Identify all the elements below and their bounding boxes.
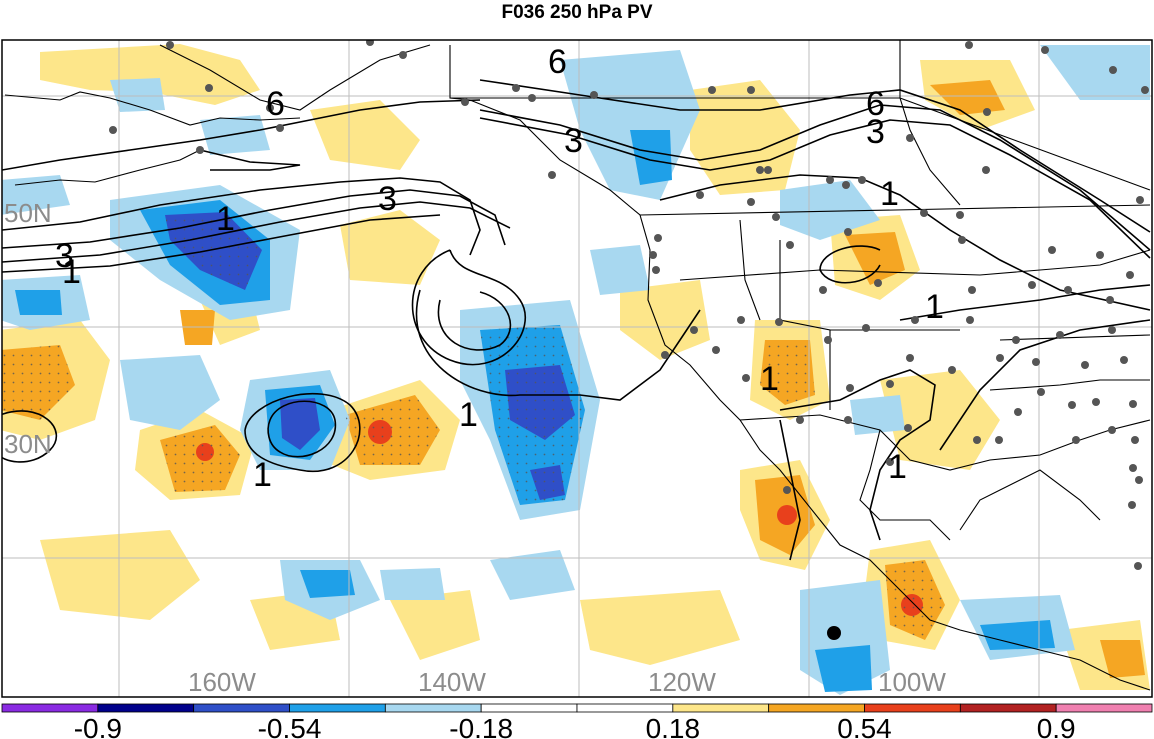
colorbar-segment bbox=[193, 703, 290, 713]
contour-label: 6 bbox=[266, 85, 285, 123]
colorbar-tick-label: 0.18 bbox=[646, 713, 701, 739]
contour-label: 3 bbox=[55, 237, 74, 275]
colorbar-tick-label: -0.54 bbox=[258, 713, 322, 739]
map-title: F036 250 hPa PV bbox=[501, 2, 653, 23]
colorbar-segment bbox=[959, 703, 1057, 713]
colorbar-segment bbox=[576, 703, 674, 713]
lat-label-50n: 50N bbox=[4, 198, 52, 228]
lon-label-160w: 160W bbox=[188, 667, 256, 697]
colorbar-segment bbox=[1055, 703, 1153, 713]
colorbar-tick-label: 0.9 bbox=[1037, 713, 1076, 739]
colorbar-segment bbox=[1, 703, 99, 713]
colorbar-segment bbox=[768, 703, 865, 713]
colorbar-tick-label: -0.9 bbox=[74, 713, 122, 739]
contour-label: 6 bbox=[866, 85, 885, 123]
colorbar-tick-label: 0.54 bbox=[837, 713, 892, 739]
contour-label: 1 bbox=[253, 456, 272, 494]
map-frame bbox=[1, 39, 1153, 698]
colorbar-segment bbox=[480, 703, 578, 713]
contour-label: 1 bbox=[216, 200, 235, 238]
colorbar-segment bbox=[864, 703, 961, 713]
colorbar-labels: -0.9 -0.54 -0.18 0.18 0.54 0.9 bbox=[74, 713, 1076, 739]
contour-label: 1 bbox=[880, 175, 899, 213]
station-markers bbox=[109, 40, 1149, 570]
lon-label-120w: 120W bbox=[648, 667, 716, 697]
contour-label: 3 bbox=[378, 180, 397, 218]
contour-label: 1 bbox=[62, 253, 81, 291]
colorbar bbox=[1, 703, 1153, 713]
graticule bbox=[2, 40, 1152, 697]
colorbar-segment bbox=[384, 703, 482, 713]
contour-label: 1 bbox=[925, 288, 944, 326]
pv-contours bbox=[2, 79, 1151, 561]
colorbar-segment bbox=[672, 703, 770, 713]
contour-label: 6 bbox=[548, 43, 567, 81]
contour-label: 3 bbox=[866, 113, 885, 151]
highlight-marker bbox=[827, 626, 841, 640]
colorbar-segment bbox=[289, 703, 386, 713]
lon-label-100w: 100W bbox=[878, 667, 946, 697]
contour-label: 1 bbox=[888, 448, 907, 486]
significance-stipple bbox=[2, 212, 945, 640]
coastlines bbox=[4, 40, 1151, 691]
contour-label: 1 bbox=[760, 360, 779, 398]
lat-label-30n: 30N bbox=[4, 429, 52, 459]
colorbar-tick-label: -0.18 bbox=[449, 713, 513, 739]
lon-label-140w: 140W bbox=[418, 667, 486, 697]
contour-label: 1 bbox=[459, 396, 478, 434]
colorbar-segment bbox=[97, 703, 195, 713]
contour-label: 3 bbox=[564, 122, 583, 160]
